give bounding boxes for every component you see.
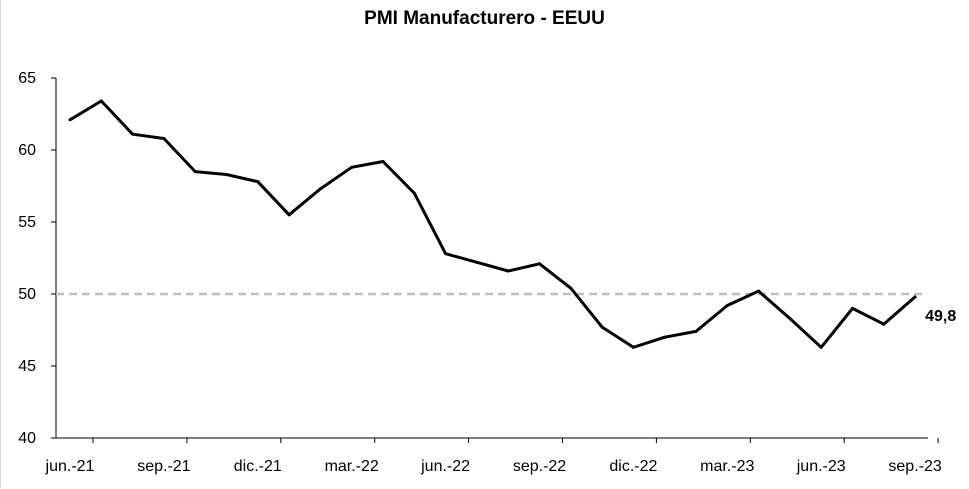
series-line-pmi bbox=[69, 99, 917, 349]
y-axis: 40 45 50 55 60 65 bbox=[18, 70, 57, 447]
data-point bbox=[725, 304, 729, 308]
y-tick-label: 65 bbox=[18, 70, 36, 87]
data-point bbox=[412, 191, 416, 195]
data-point bbox=[757, 289, 761, 293]
data-point bbox=[506, 269, 510, 273]
data-point bbox=[131, 132, 135, 136]
chart-title: PMI Manufacturero - EEUU bbox=[364, 8, 605, 29]
x-tick-label: dic.-22 bbox=[609, 458, 657, 475]
x-tick-label: sep.-21 bbox=[137, 458, 190, 475]
data-point bbox=[631, 345, 635, 349]
data-point bbox=[444, 252, 448, 256]
x-tick-label: sep.-22 bbox=[513, 458, 566, 475]
data-point bbox=[99, 99, 103, 103]
data-point bbox=[287, 213, 291, 217]
x-tick-label: sep.-23 bbox=[888, 458, 941, 475]
data-point bbox=[318, 187, 322, 191]
data-point bbox=[381, 160, 385, 164]
y-tick-label: 50 bbox=[18, 286, 36, 303]
data-point bbox=[913, 295, 917, 299]
data-point bbox=[350, 165, 354, 169]
data-point bbox=[788, 316, 792, 320]
data-point bbox=[819, 345, 823, 349]
data-label-last: 49,8 bbox=[925, 308, 956, 325]
x-axis: jun.-21 sep.-21 dic.-21 mar.-22 jun.-22 sep.-… bbox=[45, 437, 942, 475]
x-tick-label: jun.-23 bbox=[796, 458, 846, 475]
data-point bbox=[475, 260, 479, 264]
data-point bbox=[256, 180, 260, 184]
data-point bbox=[882, 322, 886, 326]
y-tick-label: 55 bbox=[18, 214, 36, 231]
x-tick-label: jun.-22 bbox=[420, 458, 470, 475]
data-point bbox=[68, 118, 72, 122]
x-tick-label: mar.-22 bbox=[325, 458, 379, 475]
data-point bbox=[851, 306, 854, 310]
y-tick-label: 40 bbox=[18, 430, 36, 447]
x-tick-label: dic.-21 bbox=[234, 458, 282, 475]
data-point bbox=[162, 136, 166, 140]
data-point bbox=[538, 262, 541, 266]
y-tick-label: 60 bbox=[18, 142, 36, 159]
data-point bbox=[694, 329, 698, 333]
x-tick-label: jun.-21 bbox=[45, 458, 95, 475]
data-point bbox=[193, 170, 197, 174]
data-point bbox=[225, 172, 228, 176]
x-tick-label: mar.-23 bbox=[700, 458, 754, 475]
data-point bbox=[663, 335, 667, 339]
data-point bbox=[569, 286, 573, 290]
y-tick-label: 45 bbox=[18, 358, 36, 375]
data-point bbox=[600, 325, 604, 329]
